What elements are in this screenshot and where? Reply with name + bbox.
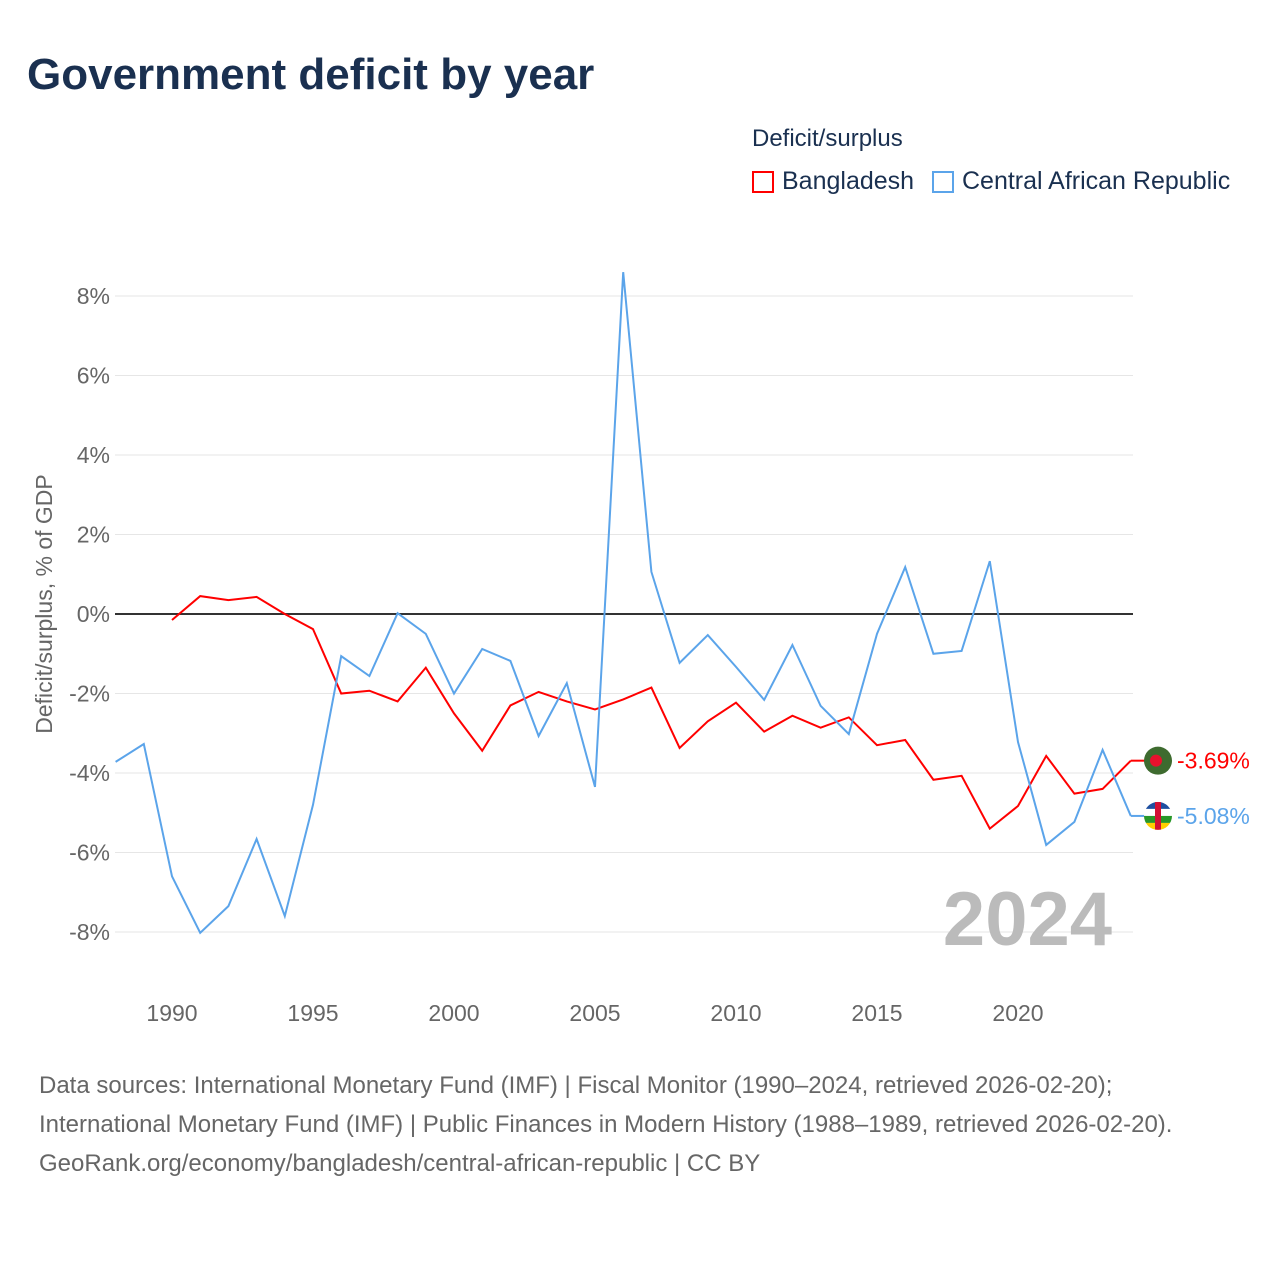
- data-sources-text: Data sources: International Monetary Fun…: [39, 1072, 1173, 1138]
- y-tick-label: -8%: [69, 919, 110, 945]
- y-tick-label: -6%: [69, 840, 110, 866]
- chart-plot: Deficit/surplus, % of GDP 8% 6% 4% 2% 0% -2% -…: [31, 272, 1250, 1026]
- legend-label: Central African Republic: [962, 167, 1231, 195]
- y-axis-label: Deficit/surplus, % of GDP: [31, 474, 57, 733]
- chart-title: Government deficit by year: [27, 50, 595, 99]
- y-tick-label: 2%: [77, 522, 110, 548]
- source-link[interactable]: GeoRank.org/economy/bangladesh/central-a…: [39, 1150, 761, 1177]
- x-tick-label: 1990: [146, 1000, 197, 1026]
- x-tick-label: 2020: [992, 1000, 1043, 1026]
- series-line-bangladesh: [171, 595, 1132, 831]
- car-flag-icon: [1144, 801, 1172, 830]
- end-value-label: -5.08%: [1177, 803, 1250, 829]
- flag-disc: [1150, 754, 1162, 767]
- y-tick-label: 6%: [77, 363, 110, 389]
- y-tick-label: 8%: [77, 283, 110, 309]
- legend-title: Deficit/surplus: [752, 125, 903, 152]
- y-tick-label: 0%: [77, 601, 110, 627]
- y-tick-label: -2%: [69, 681, 110, 707]
- x-tick-label: 2015: [851, 1000, 902, 1026]
- year-label: 2024: [943, 877, 1112, 962]
- x-tick-label: 2010: [710, 1000, 761, 1026]
- legend-label: Bangladesh: [782, 167, 915, 195]
- x-tick-label: 2000: [428, 1000, 479, 1026]
- legend-swatch: [752, 170, 774, 193]
- sources: Data sources: International Monetary Fun…: [39, 1066, 1239, 1183]
- series-line-car: [115, 272, 1132, 935]
- y-tick-label: -4%: [69, 760, 110, 786]
- x-tick-label: 1995: [287, 1000, 338, 1026]
- end-value-label: -3.69%: [1177, 748, 1250, 774]
- x-tick-label: 2005: [569, 1000, 620, 1026]
- y-tick-label: 4%: [77, 442, 110, 468]
- legend-item-car[interactable]: Central African Republic: [932, 167, 1230, 196]
- legend-item-bangladesh[interactable]: Bangladesh: [752, 167, 914, 196]
- legend-swatch: [932, 170, 954, 193]
